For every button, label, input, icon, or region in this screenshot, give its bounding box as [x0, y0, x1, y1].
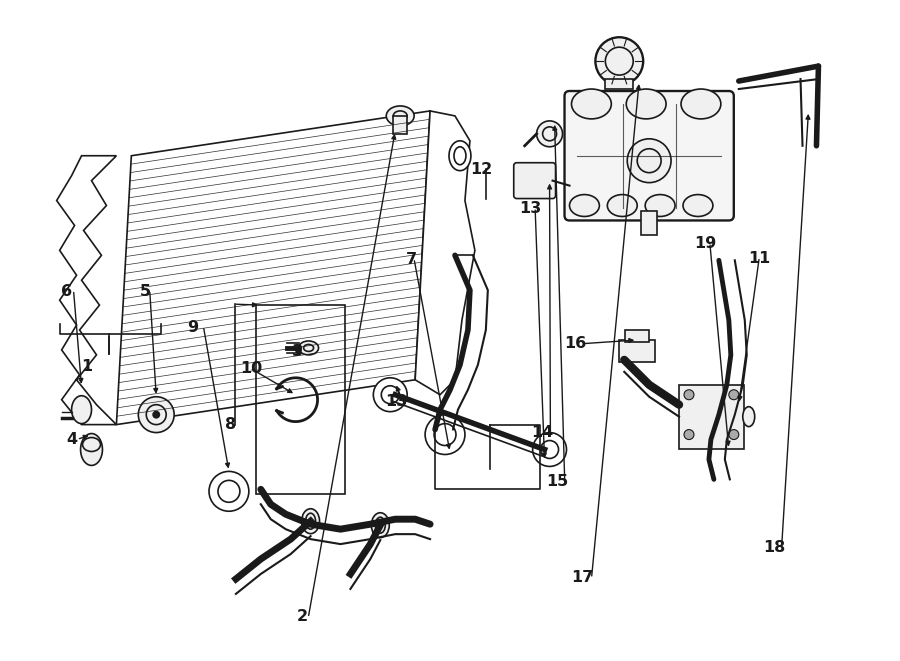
Ellipse shape	[683, 194, 713, 217]
Circle shape	[374, 378, 407, 412]
Circle shape	[684, 390, 694, 400]
Text: 9: 9	[187, 320, 198, 334]
Circle shape	[536, 121, 562, 147]
Text: 19: 19	[694, 236, 716, 251]
Ellipse shape	[742, 407, 755, 426]
Bar	[606, 79, 634, 89]
Text: 13: 13	[385, 394, 408, 409]
Text: 7: 7	[406, 252, 417, 267]
Text: 17: 17	[572, 570, 594, 585]
Text: 13: 13	[519, 201, 542, 216]
Bar	[619, 340, 655, 362]
Circle shape	[596, 37, 644, 85]
Polygon shape	[57, 156, 116, 424]
Text: 4: 4	[67, 432, 77, 447]
Ellipse shape	[386, 106, 414, 126]
Text: 15: 15	[546, 475, 569, 489]
Circle shape	[729, 390, 739, 400]
Text: 16: 16	[564, 336, 587, 351]
Ellipse shape	[626, 89, 666, 119]
Bar	[641, 210, 657, 235]
Circle shape	[684, 430, 694, 440]
Ellipse shape	[608, 194, 637, 217]
Text: 12: 12	[470, 162, 492, 176]
Ellipse shape	[449, 141, 471, 171]
Ellipse shape	[372, 513, 390, 537]
Circle shape	[209, 471, 248, 511]
Text: 2: 2	[297, 609, 308, 625]
Polygon shape	[415, 111, 475, 395]
Ellipse shape	[299, 341, 319, 355]
Text: 18: 18	[763, 540, 786, 555]
Circle shape	[139, 397, 175, 432]
FancyBboxPatch shape	[564, 91, 733, 221]
Text: 14: 14	[531, 425, 554, 440]
Ellipse shape	[570, 194, 599, 217]
Text: 6: 6	[61, 284, 72, 299]
Bar	[679, 385, 743, 449]
Polygon shape	[116, 111, 430, 424]
Ellipse shape	[645, 194, 675, 217]
Text: 1: 1	[82, 359, 93, 374]
Ellipse shape	[81, 434, 103, 465]
Circle shape	[533, 432, 566, 467]
Text: 11: 11	[748, 251, 770, 266]
Text: 3: 3	[292, 344, 303, 359]
Bar	[626, 330, 649, 342]
Bar	[393, 116, 407, 134]
Ellipse shape	[72, 396, 92, 424]
Circle shape	[425, 414, 465, 455]
Ellipse shape	[572, 89, 611, 119]
Circle shape	[729, 430, 739, 440]
Ellipse shape	[302, 509, 319, 533]
Text: 5: 5	[140, 284, 151, 299]
FancyBboxPatch shape	[514, 163, 555, 198]
Text: 8: 8	[225, 417, 236, 432]
Text: 10: 10	[240, 361, 262, 376]
Circle shape	[627, 139, 671, 182]
Ellipse shape	[681, 89, 721, 119]
Circle shape	[152, 410, 160, 418]
Bar	[256, 305, 346, 494]
